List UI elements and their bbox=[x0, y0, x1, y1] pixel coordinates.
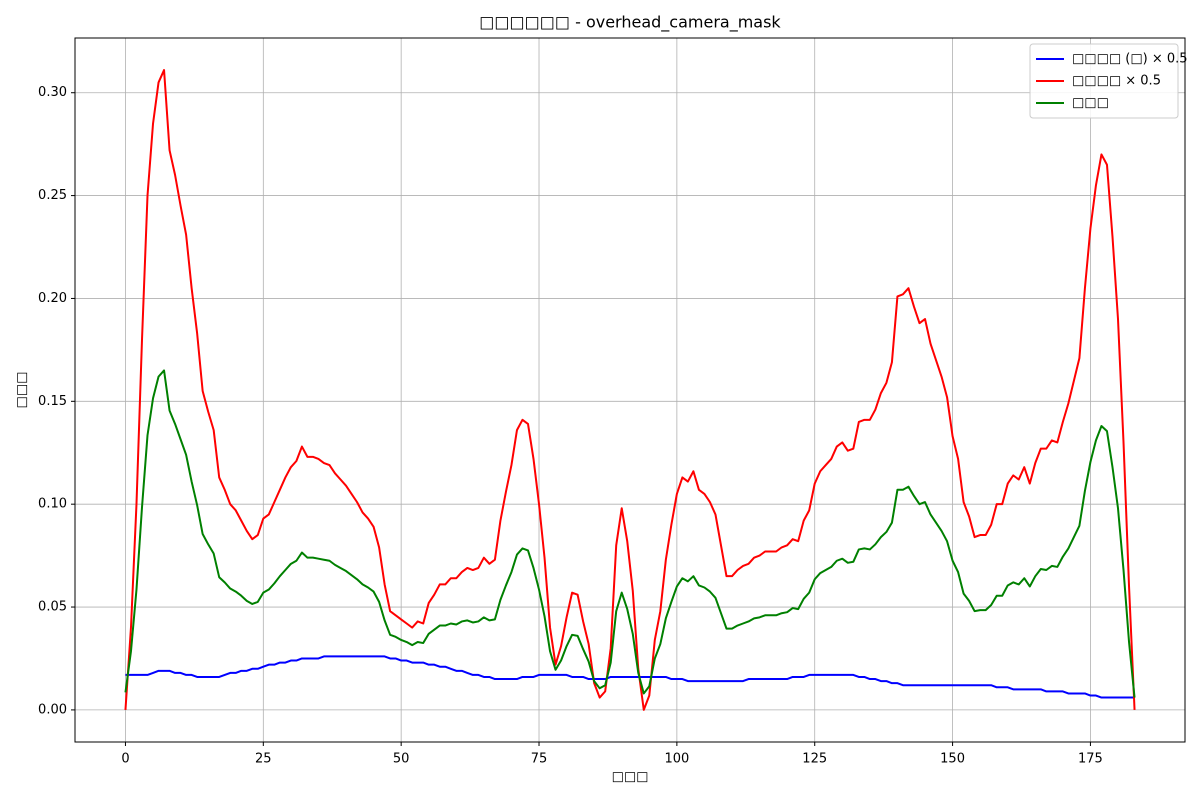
y-tick-label: 0.00 bbox=[38, 702, 67, 717]
y-tick-label: 0.10 bbox=[38, 497, 67, 512]
x-axis-label: □□□ bbox=[612, 770, 649, 785]
plot-frame bbox=[74, 37, 1186, 743]
chart-title: □□□□□□ - overhead_camera_mask bbox=[479, 13, 781, 33]
x-tick-label: 175 bbox=[1078, 752, 1103, 767]
x-tick-label: 150 bbox=[940, 752, 965, 767]
data-line bbox=[125, 655, 1135, 699]
y-tick-label: 0.30 bbox=[38, 85, 67, 100]
data-line bbox=[124, 69, 1136, 711]
y-tick-label: 0.15 bbox=[38, 394, 67, 409]
x-tick-label: 125 bbox=[802, 752, 827, 767]
y-axis-label: □□□ bbox=[15, 372, 30, 409]
x-tick-label: 100 bbox=[664, 752, 689, 767]
x-tick-label: 75 bbox=[531, 752, 548, 767]
x-tick-label: 0 bbox=[121, 752, 129, 767]
x-tick-label: 25 bbox=[255, 752, 272, 767]
y-tick-label: 0.20 bbox=[38, 291, 67, 306]
data-line bbox=[124, 369, 1136, 698]
legend-box bbox=[1029, 43, 1179, 119]
legend-label: □□□□ (□) × 0.5 bbox=[1072, 52, 1188, 67]
x-tick-label: 50 bbox=[393, 752, 410, 767]
y-tick-label: 0.05 bbox=[38, 600, 67, 615]
legend-label: □□□ bbox=[1072, 96, 1109, 111]
legend-label: □□□□ × 0.5 bbox=[1072, 74, 1161, 89]
y-tick-label: 0.25 bbox=[38, 188, 67, 203]
